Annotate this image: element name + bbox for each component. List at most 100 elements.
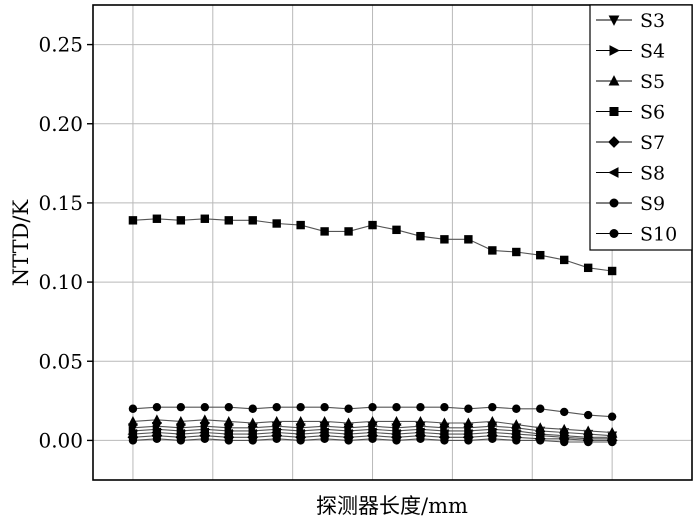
point-s5-7 [295,415,306,426]
point-s10-1 [152,402,162,412]
legend-label-s5: S5 [640,71,665,93]
point-s6-16 [512,247,521,257]
point-s10-10 [368,402,377,412]
point-s6-6 [272,219,281,228]
point-s5-15 [487,415,498,426]
legend-marker-s8 [608,167,619,178]
point-s9-7 [296,436,305,445]
x-axis-title: 探测器长度/mm [316,494,468,518]
point-s6-9 [344,227,353,236]
point-s9-9 [344,436,353,445]
point-s10-0 [128,404,138,413]
point-s10-8 [320,402,329,412]
point-s9-18 [560,437,569,447]
legend-marker-s10 [609,229,619,238]
legend-marker-s5 [608,75,620,86]
point-s10-15 [488,402,497,412]
legend-label-s4: S4 [640,41,665,63]
point-s10-7 [296,402,305,412]
legend-marker-s7 [608,136,620,148]
point-s10-17 [536,404,545,413]
point-s8-6 [271,427,281,438]
point-s10-4 [224,402,233,412]
point-s5-0 [127,415,138,426]
point-s8-0 [127,429,138,440]
point-s5-20 [607,427,618,437]
point-s9-4 [224,436,233,445]
point-s8-8 [319,427,329,438]
point-s9-0 [128,436,138,445]
point-s5-6 [271,415,282,426]
legend-label-s10: S10 [640,224,677,246]
point-s6-8 [320,227,329,236]
point-s9-5 [248,436,257,445]
point-s9-12 [416,434,425,444]
y-tick-label-4: 0.20 [38,112,83,136]
legend-marker-s6 [609,107,619,116]
point-s6-3 [200,214,210,223]
point-s6-14 [464,235,473,244]
point-s8-4 [223,429,233,440]
point-s10-13 [440,402,449,412]
point-s5-11 [391,415,402,426]
point-s5-1 [151,414,162,425]
y-tick-label-5: 0.25 [38,33,83,57]
y-axis: 0.00 0.05 0.10 0.15 0.20 0.25 [38,33,93,452]
legend: S3 S4 S5 S6 S7 S8 S9 S10 [589,4,693,251]
point-s6-5 [248,216,257,225]
legend-label-s9: S9 [640,193,665,215]
point-s5-17 [535,422,546,432]
point-s8-3 [199,427,210,438]
point-s10-12 [416,402,425,412]
legend-label-s8: S8 [640,163,665,185]
legend-marker-s3 [608,15,620,26]
point-s9-16 [512,436,521,445]
y-axis-title: NTTD/K [9,200,33,287]
point-s10-5 [248,404,257,413]
point-s8-11 [391,429,401,440]
y-tick-label-0: 0.00 [38,428,83,452]
point-s5-9 [343,417,354,428]
point-s8-2 [175,429,186,440]
point-s9-3 [200,434,210,444]
point-s6-13 [440,235,449,244]
point-s5-2 [175,415,186,426]
point-s5-19 [583,425,594,436]
point-s10-19 [583,410,593,420]
point-s5-18 [559,423,570,434]
point-s9-10 [368,434,377,444]
point-s9-8 [320,434,329,444]
point-s6-17 [536,250,545,260]
point-s6-20 [607,266,617,276]
point-s6-19 [583,263,593,273]
point-s6-18 [560,255,569,265]
point-s10-3 [200,402,210,412]
point-s9-13 [440,436,449,445]
point-s10-6 [272,402,281,412]
point-s10-14 [464,404,473,413]
point-s9-6 [272,434,281,444]
point-s6-7 [296,220,305,230]
point-s9-14 [464,436,473,445]
y-tick-label-2: 0.10 [38,270,83,294]
point-s8-12 [414,427,425,438]
point-s6-15 [488,246,497,255]
point-s6-10 [368,220,377,230]
point-s9-11 [392,436,401,445]
point-s8-14 [462,429,473,440]
legend-box [589,4,693,251]
legend-label-s6: S6 [640,102,665,124]
point-s5-3 [199,414,210,425]
legend-label-s7: S7 [640,132,665,154]
point-s6-11 [392,225,401,235]
point-s6-4 [224,216,233,225]
y-tick-label-3: 0.15 [38,191,83,215]
point-s8-9 [343,429,353,440]
point-s5-4 [223,415,234,426]
y-tick-label-1: 0.05 [38,349,83,373]
point-s8-16 [510,429,521,440]
point-s9-2 [176,436,186,445]
point-s6-1 [152,214,162,223]
point-s5-12 [415,415,426,426]
point-s10-9 [344,404,353,413]
